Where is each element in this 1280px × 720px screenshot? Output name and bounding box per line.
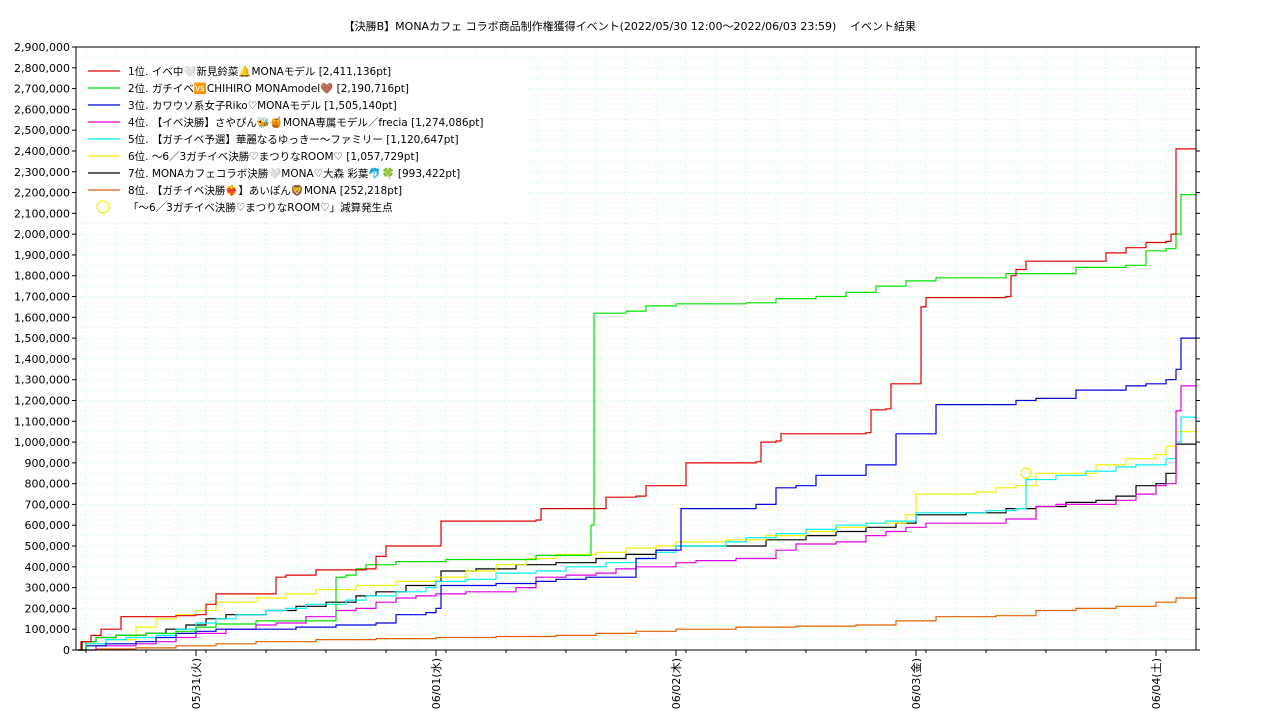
legend-label: 7位. MONAカフェコラボ決勝🤍MONA♡大森 彩葉🐬🍀 [993,422pt…: [128, 167, 460, 180]
legend-label: 2位. ガチイベ🆚CHIHIRO MONAmodel🤎 [2,190,716pt…: [128, 82, 409, 95]
y-tick-label: 500,000: [25, 540, 71, 553]
legend-label: 「〜6／3ガチイベ決勝♡まつりなROOM♡」減算発生点: [128, 201, 393, 214]
series-line: [78, 194, 1197, 651]
y-tick-label: 2,800,000: [14, 62, 70, 75]
y-tick-label: 1,000,000: [14, 436, 70, 449]
x-tick-label: 05/31(火): [190, 658, 203, 709]
y-tick-label: 2,900,000: [14, 41, 70, 54]
legend: 1位. イベ中🤍新見鈴菜🔔MONAモデル [2,411,136pt] 2位. ガチ…: [80, 58, 525, 220]
legend-label: 6位. 〜6／3ガチイベ決勝♡まつりなROOM♡ [1,057,729pt]: [128, 150, 419, 163]
series-line: [78, 148, 1197, 651]
y-tick-label: 1,300,000: [14, 374, 70, 387]
y-tick-label: 2,200,000: [14, 187, 70, 200]
series-line: [78, 597, 1197, 651]
y-tick-label: 1,400,000: [14, 353, 70, 366]
x-tick-label: 06/01(水): [430, 658, 443, 709]
plot-frame: [75, 46, 1197, 651]
y-tick-label: 1,600,000: [14, 311, 70, 324]
series-line: [78, 385, 1197, 651]
y-tick-label: 2,600,000: [14, 103, 70, 116]
y-tick-label: 1,200,000: [14, 394, 70, 407]
y-tick-label: 700,000: [25, 498, 71, 511]
series-line: [78, 416, 1197, 651]
x-tick-label: 06/02(木): [670, 658, 683, 709]
y-tick-label: 0: [63, 644, 70, 657]
legend-label: 4位. 【イベ決勝】さやぴん🐝🍯MONA専属モデル／frecia [1,274,…: [128, 116, 483, 129]
legend-label: 1位. イベ中🤍新見鈴菜🔔MONAモデル [2,411,136pt]: [128, 65, 391, 78]
chart-subtitle: イベント結果: [850, 19, 916, 33]
x-axis: 05/31(火) 06/01(水) 06/02(木) 06/03(金) 06/04(土): [85, 650, 1167, 709]
legend-label: 8位. 【ガチイベ決勝❤️‍🔥】あいぽん🦁MONA [252,218pt]: [128, 184, 402, 197]
y-tick-label: 600,000: [25, 519, 71, 532]
y-tick-label: 400,000: [25, 561, 71, 574]
legend-label: 3位. カワウソ系女子Riko♡MONAモデル [1,505,140pt]: [128, 99, 397, 112]
y-tick-label: 2,400,000: [14, 145, 70, 158]
y-tick-label: 1,900,000: [14, 249, 70, 262]
legend-box: [80, 58, 525, 220]
legend-label: 5位. 【ガチイベ予選】華麗なるゆっきー〜ファミリー [1,120,647pt]: [128, 133, 459, 146]
x-tick-label: 06/04(土): [1150, 658, 1163, 709]
series-line: [78, 430, 1197, 651]
y-tick-label: 300,000: [25, 582, 71, 595]
y-tick-label: 2,700,000: [14, 83, 70, 96]
y-axis: 0 100,000 200,000 300,000 400,000 500,000 600,…: [14, 41, 1200, 657]
series-line: [78, 443, 1197, 651]
legend-marker-swatch: [96, 200, 110, 214]
y-tick-label: 900,000: [25, 457, 71, 470]
marker-layer: [1020, 467, 1032, 479]
series-layer: [78, 148, 1197, 651]
y-tick-label: 1,100,000: [14, 415, 70, 428]
y-tick-label: 100,000: [25, 623, 71, 636]
y-tick-label: 1,800,000: [14, 270, 70, 283]
deduction-marker: [1020, 467, 1032, 479]
y-tick-label: 1,500,000: [14, 332, 70, 345]
x-tick-label: 06/03(金): [909, 658, 923, 709]
y-tick-label: 800,000: [25, 478, 71, 491]
y-tick-label: 2,000,000: [14, 228, 70, 241]
series-line: [78, 337, 1197, 651]
chart-title: 【決勝B】MONAカフェ コラボ商品制作権獲得イベント(2022/05/30 1…: [344, 19, 837, 33]
y-tick-label: 200,000: [25, 602, 71, 615]
y-tick-label: 2,100,000: [14, 207, 70, 220]
y-tick-label: 2,300,000: [14, 166, 70, 179]
y-tick-label: 2,500,000: [14, 124, 70, 137]
y-tick-label: 1,700,000: [14, 291, 70, 304]
